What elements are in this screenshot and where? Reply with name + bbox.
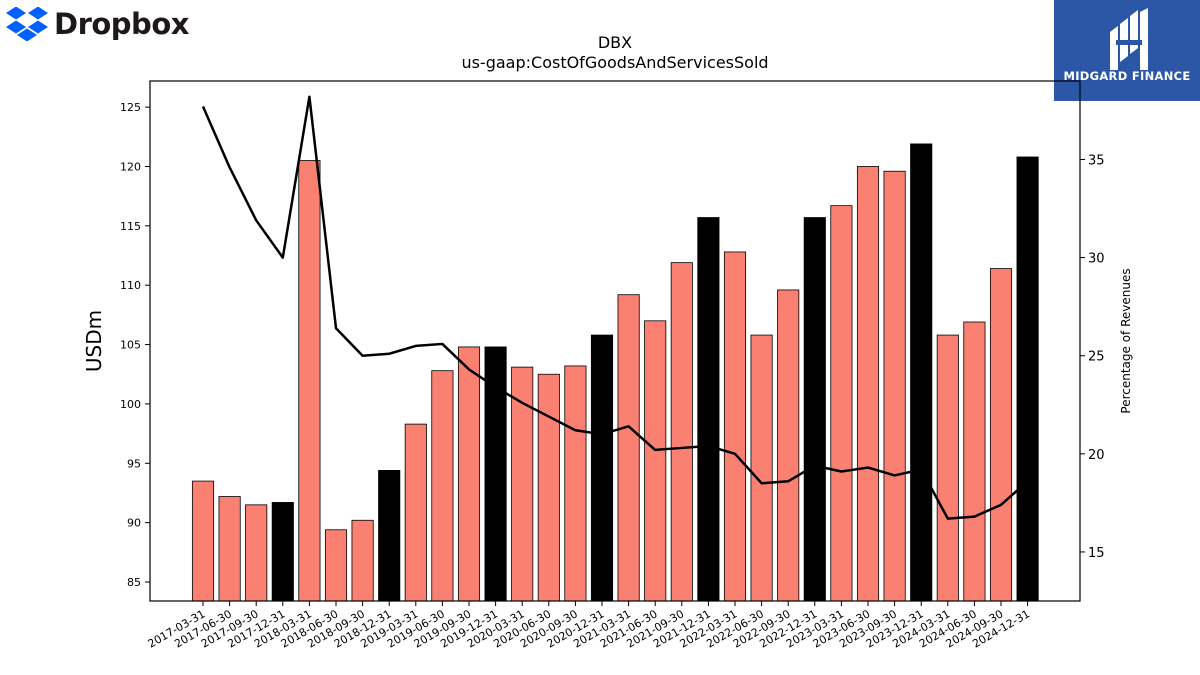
y2-tick-label: 30	[1088, 252, 1105, 267]
bar	[670, 262, 693, 602]
bar	[590, 334, 614, 602]
bar	[218, 496, 241, 602]
midgard-finance-badge: MIDGARD FINANCE	[1054, 0, 1200, 101]
y2-axis-label: Percentage of Revenues	[1119, 268, 1133, 413]
y-axis-label: USDm	[82, 310, 106, 372]
bar	[803, 217, 826, 602]
bar	[404, 423, 427, 602]
bar	[324, 529, 348, 602]
bar	[245, 504, 268, 602]
bar	[644, 320, 667, 602]
bar	[431, 370, 454, 602]
bar	[910, 143, 933, 602]
y-tick-label: 90	[127, 517, 141, 530]
bar	[564, 365, 587, 602]
bar	[191, 480, 215, 602]
bar	[936, 334, 959, 602]
bar	[617, 294, 640, 602]
bar	[989, 268, 1013, 602]
bar	[298, 160, 321, 602]
percentage-line	[201, 95, 1029, 520]
bar	[723, 251, 747, 602]
bar	[378, 470, 401, 602]
bar	[271, 502, 294, 602]
y2-tick-label: 20	[1088, 448, 1105, 463]
badge-name: MIDGARD FINANCE	[1063, 69, 1191, 83]
y-tick-label: 110	[120, 279, 141, 292]
bar	[1016, 156, 1039, 602]
y-tick-label: 105	[120, 339, 141, 352]
bar	[750, 334, 773, 602]
y2-tick-label: 15	[1088, 546, 1105, 561]
brand-name: Dropbox	[54, 7, 189, 41]
bar	[457, 346, 481, 602]
bar	[830, 205, 853, 602]
chart-subtitle: us-gaap:CostOfGoodsAndServicesSold	[461, 53, 769, 72]
bar	[351, 519, 374, 602]
dropbox-brand: Dropbox	[6, 4, 189, 44]
plot-frame	[149, 80, 1081, 602]
bar	[856, 166, 880, 602]
y2-tick-label: 35	[1088, 153, 1105, 168]
y-tick-label: 120	[120, 160, 141, 173]
bar	[777, 289, 800, 602]
y2-tick-label: 25	[1088, 350, 1105, 365]
bar	[963, 321, 986, 602]
y-tick-label: 115	[120, 220, 141, 233]
y-tick-label: 95	[127, 457, 141, 470]
bar	[883, 170, 906, 602]
y-tick-label: 85	[127, 576, 141, 589]
y-tick-label: 125	[120, 101, 141, 114]
y-tick-label: 100	[120, 398, 141, 411]
bar	[484, 346, 507, 602]
midgard-logo-icon	[1110, 8, 1148, 70]
bar	[537, 373, 560, 602]
chart-title: DBX	[597, 33, 633, 52]
dropbox-logo-icon	[6, 7, 48, 41]
bar	[697, 217, 720, 602]
